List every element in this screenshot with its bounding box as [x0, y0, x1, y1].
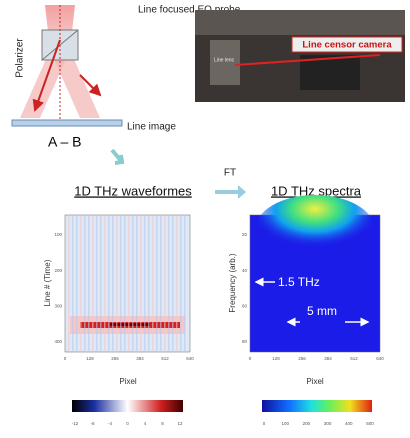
x-tick-label: 384	[324, 356, 332, 361]
y-tick-label: 60	[242, 304, 248, 309]
x-tick-label: 256	[298, 356, 306, 361]
x-tick-label: 0	[249, 356, 252, 361]
y-tick-label: 400	[54, 339, 62, 344]
x-tick-label: 128	[272, 356, 280, 361]
stripe	[128, 216, 130, 351]
stripe	[116, 216, 118, 351]
x-tick-label: 256	[111, 356, 119, 361]
colorbar-tick-label: 8	[161, 421, 164, 426]
stripe	[184, 216, 186, 351]
camera-label: Line censor camera	[302, 40, 392, 51]
x-tick-label: 640	[186, 356, 194, 361]
size-annotation: 5 mm	[307, 304, 337, 318]
stripe	[168, 216, 170, 351]
stripe	[164, 216, 166, 351]
colorbar	[72, 400, 183, 412]
stripe	[84, 216, 86, 351]
colorbar-tick-label: 12	[177, 421, 183, 426]
stripe	[92, 216, 94, 351]
image-label: Line image	[127, 122, 176, 133]
y-tick-label: 40	[242, 268, 248, 273]
y-tick-label: 200	[54, 268, 62, 273]
stripe	[80, 216, 82, 351]
stripe	[132, 216, 134, 351]
probe-label: Line focused EO probe	[138, 5, 241, 16]
y-tick-label: 300	[54, 304, 62, 309]
stripe	[172, 216, 174, 351]
stripe	[100, 216, 102, 351]
x-tick-label: 0	[64, 356, 67, 361]
x-tick-label: 128	[86, 356, 94, 361]
y-tick-label: 100	[54, 232, 62, 237]
colorbar-tick-label: 0	[126, 421, 129, 426]
stripe	[140, 216, 142, 351]
stripe	[68, 216, 70, 351]
setup-diagram	[11, 5, 125, 165]
stripe	[112, 216, 114, 351]
ft-label: FT	[224, 168, 236, 179]
colorbar-tick-label: -8	[90, 421, 94, 426]
stripe	[180, 216, 182, 351]
spectra-title: 1D THz spectra	[271, 183, 362, 198]
colorbar-tick-label: -4	[108, 421, 112, 426]
stripe	[152, 216, 154, 351]
ft-arrow	[215, 185, 246, 199]
colorbar-tick-label: 200	[303, 421, 311, 426]
lens-label: Line lens	[214, 57, 235, 63]
stripe	[104, 216, 106, 351]
stripe	[120, 216, 122, 351]
stripe	[96, 216, 98, 351]
stripe	[160, 216, 162, 351]
stripe	[156, 216, 158, 351]
colorbar-tick-label: 100	[281, 421, 289, 426]
y-axis-label: Frequency (arb.)	[228, 253, 237, 312]
x-axis-label: Pixel	[306, 377, 324, 386]
colorbar	[262, 400, 372, 412]
stripe	[76, 216, 78, 351]
x-tick-label: 512	[161, 356, 169, 361]
x-tick-label: 512	[350, 356, 358, 361]
stripe	[124, 216, 126, 351]
colorbar-tick-label: -12	[72, 421, 79, 426]
stripe	[136, 216, 138, 351]
x-tick-label: 384	[136, 356, 144, 361]
colorbar-tick-label: 400	[345, 421, 353, 426]
difference-label: A – B	[48, 134, 81, 150]
stripe	[144, 216, 146, 351]
x-tick-label: 640	[376, 356, 384, 361]
polarizer-label: Polarizer	[15, 38, 26, 78]
stripe	[108, 216, 110, 351]
colorbar-tick-label: 4	[144, 421, 147, 426]
waveform-map	[64, 214, 191, 353]
colorbar-tick-label: 500	[366, 421, 374, 426]
stripe	[148, 216, 150, 351]
y-axis-label: Line # (Time)	[43, 259, 52, 306]
camera-photo	[195, 10, 405, 102]
colorbar-tick-label: 0	[263, 421, 266, 426]
stripe	[72, 216, 74, 351]
frequency-annotation: 1.5 THz	[278, 275, 320, 289]
spectrum-map	[249, 195, 381, 353]
stripe	[88, 216, 90, 351]
waveforms-title: 1D THz waveformes	[74, 183, 192, 198]
colorbar-tick-label: 300	[324, 421, 332, 426]
stripe	[176, 216, 178, 351]
y-tick-label: 80	[242, 339, 248, 344]
x-axis-label: Pixel	[119, 377, 137, 386]
y-tick-label: 20	[242, 232, 248, 237]
